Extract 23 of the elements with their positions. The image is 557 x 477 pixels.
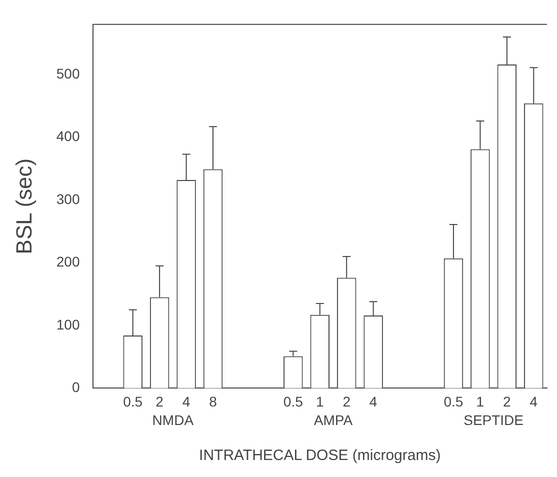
x-tick-label: 2 xyxy=(342,393,351,410)
y-tick-label: 100 xyxy=(56,316,80,332)
text: NMDA xyxy=(152,412,194,428)
x-tick-label: 0.5 xyxy=(283,393,304,410)
x-tick-label: 1 xyxy=(476,393,484,410)
x-tick-label: 2 xyxy=(156,393,164,410)
x-tick-label: 4 xyxy=(530,393,538,410)
y-tick-label: 500 xyxy=(56,65,80,82)
y-tick-label: 0 xyxy=(72,379,80,396)
x-tick-label: 0.5 xyxy=(444,393,464,410)
x-tick-label: 4 xyxy=(369,393,378,410)
y-tick-label: 200 xyxy=(56,254,80,270)
x-tick-label: 0.5 xyxy=(123,393,143,410)
y-tick-label: 400 xyxy=(56,128,80,144)
y-tick-label: 300 xyxy=(56,190,80,207)
text: AMPA xyxy=(314,412,354,428)
x-axis-title: INTRATHECAL DOSE (micrograms) xyxy=(199,447,441,464)
x-tick-label: 1 xyxy=(316,393,324,410)
x-tick-label: 4 xyxy=(182,393,190,410)
y-axis-title: BSL (sec) xyxy=(11,158,36,254)
x-tick-label: 8 xyxy=(209,393,218,410)
x-tick-label: 2 xyxy=(503,393,512,410)
text: SEPTIDE xyxy=(464,412,524,428)
